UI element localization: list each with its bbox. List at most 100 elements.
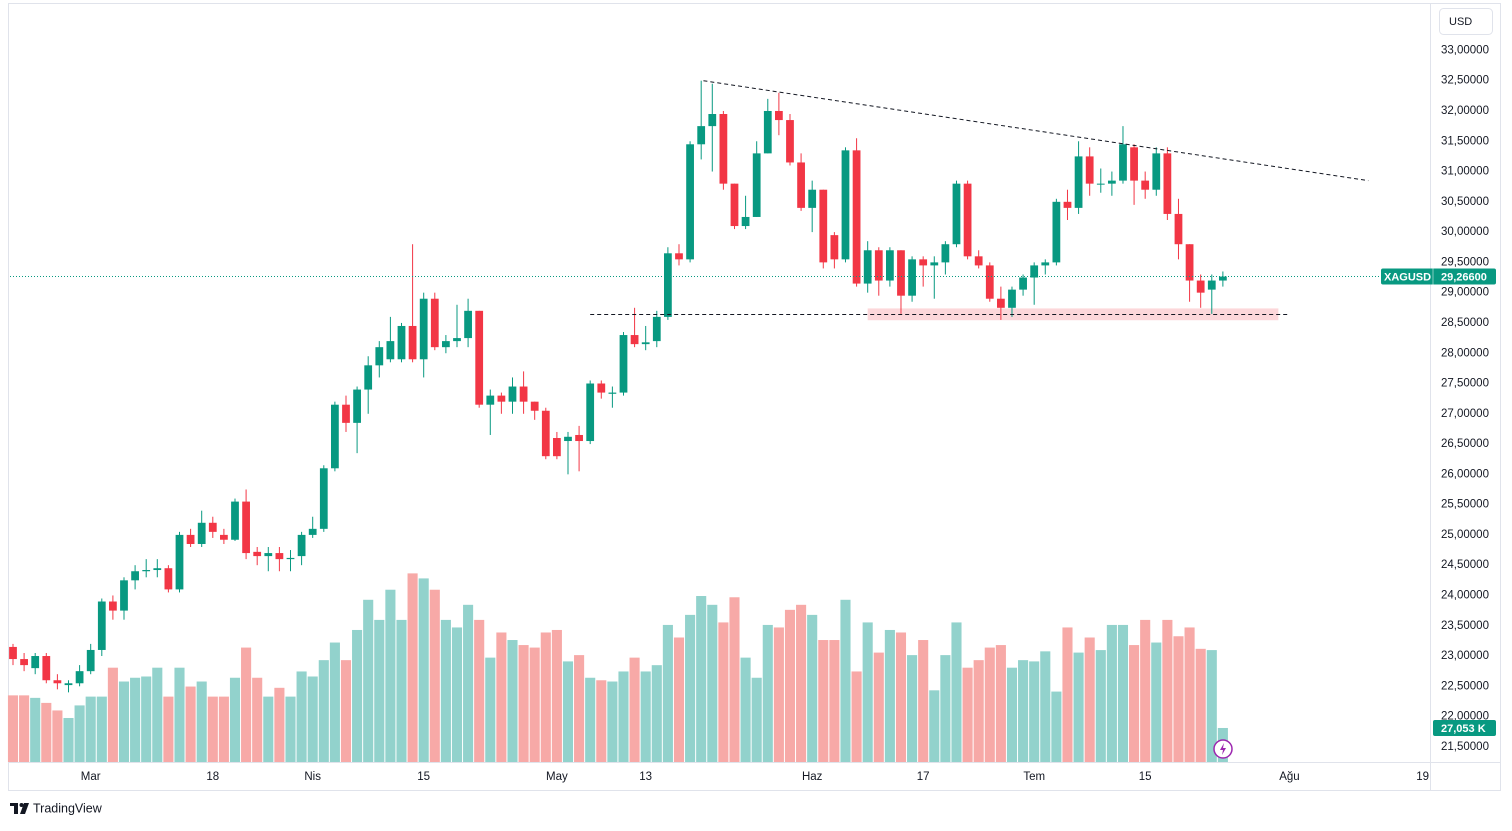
y-tick-label: 33,00000	[1441, 44, 1489, 56]
candle-body	[1041, 262, 1050, 266]
candle-body	[908, 259, 916, 296]
volume-bar	[440, 619, 451, 762]
candle-body	[186, 534, 195, 544]
volume-bar	[340, 660, 352, 762]
candle-body	[686, 144, 694, 260]
candle-body	[97, 601, 106, 650]
volume-bar	[540, 632, 551, 762]
volume-bar	[784, 609, 796, 762]
candle-body	[31, 656, 40, 669]
candle-body	[142, 570, 151, 572]
candle-body	[697, 126, 706, 145]
volume-bar	[396, 619, 407, 762]
volume-bar	[740, 657, 751, 762]
y-tick-label: 28,00000	[1441, 347, 1489, 359]
volume-bar	[329, 642, 340, 762]
y-tick-label: 24,00000	[1441, 589, 1489, 601]
volume-bar	[7, 695, 19, 762]
volume-bar	[973, 660, 984, 762]
volume-bar	[1140, 619, 1151, 762]
support-zone	[867, 308, 1279, 321]
volume-bar	[995, 645, 1006, 762]
x-tick-label: Nis	[304, 771, 321, 783]
y-tick-label: 32,50000	[1441, 75, 1489, 87]
logo-part	[20, 803, 29, 814]
price-label-box	[1381, 268, 1496, 285]
volume-bar	[141, 676, 152, 762]
candle-body	[708, 114, 717, 127]
candle-body	[985, 265, 994, 299]
candle-body	[808, 189, 817, 208]
currency-button[interactable]	[1439, 8, 1493, 35]
volume-bar	[1129, 645, 1140, 762]
volume-bar	[707, 604, 718, 762]
volume-bar	[241, 647, 252, 762]
volume-bar	[252, 677, 263, 762]
candle-body	[264, 553, 273, 557]
candle-body	[1096, 183, 1105, 185]
x-tick-label: 15	[417, 771, 430, 783]
price-label-value: 29,26600	[1441, 271, 1487, 283]
volume-bar	[19, 695, 30, 762]
y-tick-label: 30,50000	[1441, 196, 1489, 208]
volume-bar	[385, 589, 396, 762]
candle-body	[1052, 201, 1061, 263]
volume-bar	[118, 681, 130, 762]
candle-body	[719, 114, 728, 184]
candle-body	[9, 646, 17, 660]
volume-bar	[507, 640, 518, 762]
candle-body	[897, 250, 905, 296]
candle-body	[319, 468, 328, 529]
volume-bar	[929, 690, 940, 762]
candle-body	[963, 183, 972, 257]
candle-body	[20, 659, 28, 666]
volume-bar	[651, 665, 662, 762]
candle-body	[453, 338, 461, 342]
volume-bar	[873, 652, 884, 762]
candle-body	[1174, 213, 1183, 245]
y-tick-label: 21,50000	[1441, 741, 1489, 753]
candle-body	[164, 568, 173, 590]
y-tick-label: 22,00000	[1441, 711, 1489, 723]
candle-body	[1141, 180, 1150, 190]
y-tick-label: 23,50000	[1441, 620, 1489, 632]
volume-bar	[751, 677, 762, 762]
candle-body	[53, 680, 62, 684]
volume-bar	[718, 622, 729, 762]
candle-body	[930, 262, 939, 266]
candle-body	[1218, 276, 1227, 281]
candle-body	[852, 150, 861, 284]
y-tick-label: 27,00000	[1441, 408, 1489, 420]
candle-body	[741, 216, 750, 227]
candle-body	[675, 253, 683, 260]
volume-bar	[307, 676, 318, 762]
candle-body	[819, 189, 828, 263]
resistance-line	[703, 80, 1369, 182]
y-tick-label: 31,00000	[1441, 166, 1489, 178]
volume-bar	[418, 578, 429, 762]
candle-body	[1185, 244, 1194, 281]
logo-part	[19, 803, 24, 807]
candle-body	[519, 386, 528, 402]
candle-body	[242, 501, 250, 554]
x-tick-label: Ağu	[1279, 771, 1299, 783]
volume-bar	[463, 604, 474, 762]
volume-bar	[63, 717, 74, 762]
volume-bar	[1184, 627, 1195, 762]
volume-bar	[1062, 627, 1073, 762]
volume-bars	[7, 573, 1228, 762]
candle-body	[885, 250, 894, 281]
candle-body	[763, 110, 772, 154]
candle-body	[830, 235, 839, 260]
y-tick-label: 29,50000	[1441, 256, 1489, 268]
candle-body	[919, 259, 928, 266]
candle-body	[752, 153, 761, 217]
candle-body	[508, 386, 517, 402]
y-tick-label: 30,00000	[1441, 226, 1489, 238]
candle-body	[208, 522, 217, 532]
y-tick-label: 26,50000	[1441, 438, 1489, 450]
candle-body	[1196, 280, 1205, 293]
candle-body	[430, 298, 439, 348]
y-tick-label: 22,50000	[1441, 680, 1489, 692]
candle-body	[497, 395, 506, 402]
